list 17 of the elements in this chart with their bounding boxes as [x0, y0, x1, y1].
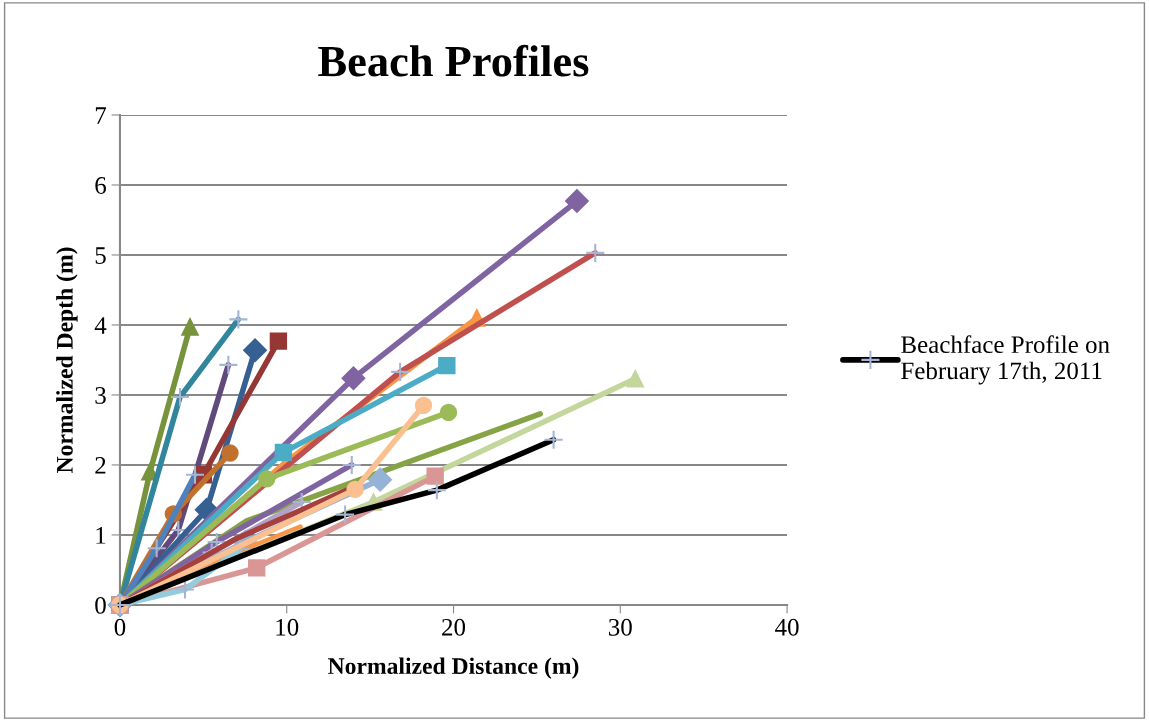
y-tick-label: 4: [94, 317, 107, 334]
y-tick-label: 7: [95, 107, 107, 124]
y-tick-label: 0: [95, 596, 106, 614]
x-tick-label: 10: [276, 618, 299, 636]
y-tick-label: 2: [95, 457, 106, 474]
chart-title: Beach Profiles: [318, 44, 589, 77]
x-tick-label: 30: [608, 618, 632, 636]
y-tick-label: 6: [95, 177, 107, 194]
y-tick-label: 1: [96, 527, 106, 544]
legend-label: Beachface Profile on February 17th, 2011: [901, 335, 1110, 385]
y-axis-title: Normalized Depth (m): [56, 247, 78, 473]
x-axis-title: Normalized Distance (m): [328, 657, 579, 679]
x-tick-label: 20: [442, 618, 466, 636]
x-tick-label: 40: [775, 618, 799, 636]
x-tick-label: 0: [114, 618, 126, 636]
y-tick-label: 3: [95, 387, 106, 404]
y-tick-label: 5: [95, 247, 106, 264]
